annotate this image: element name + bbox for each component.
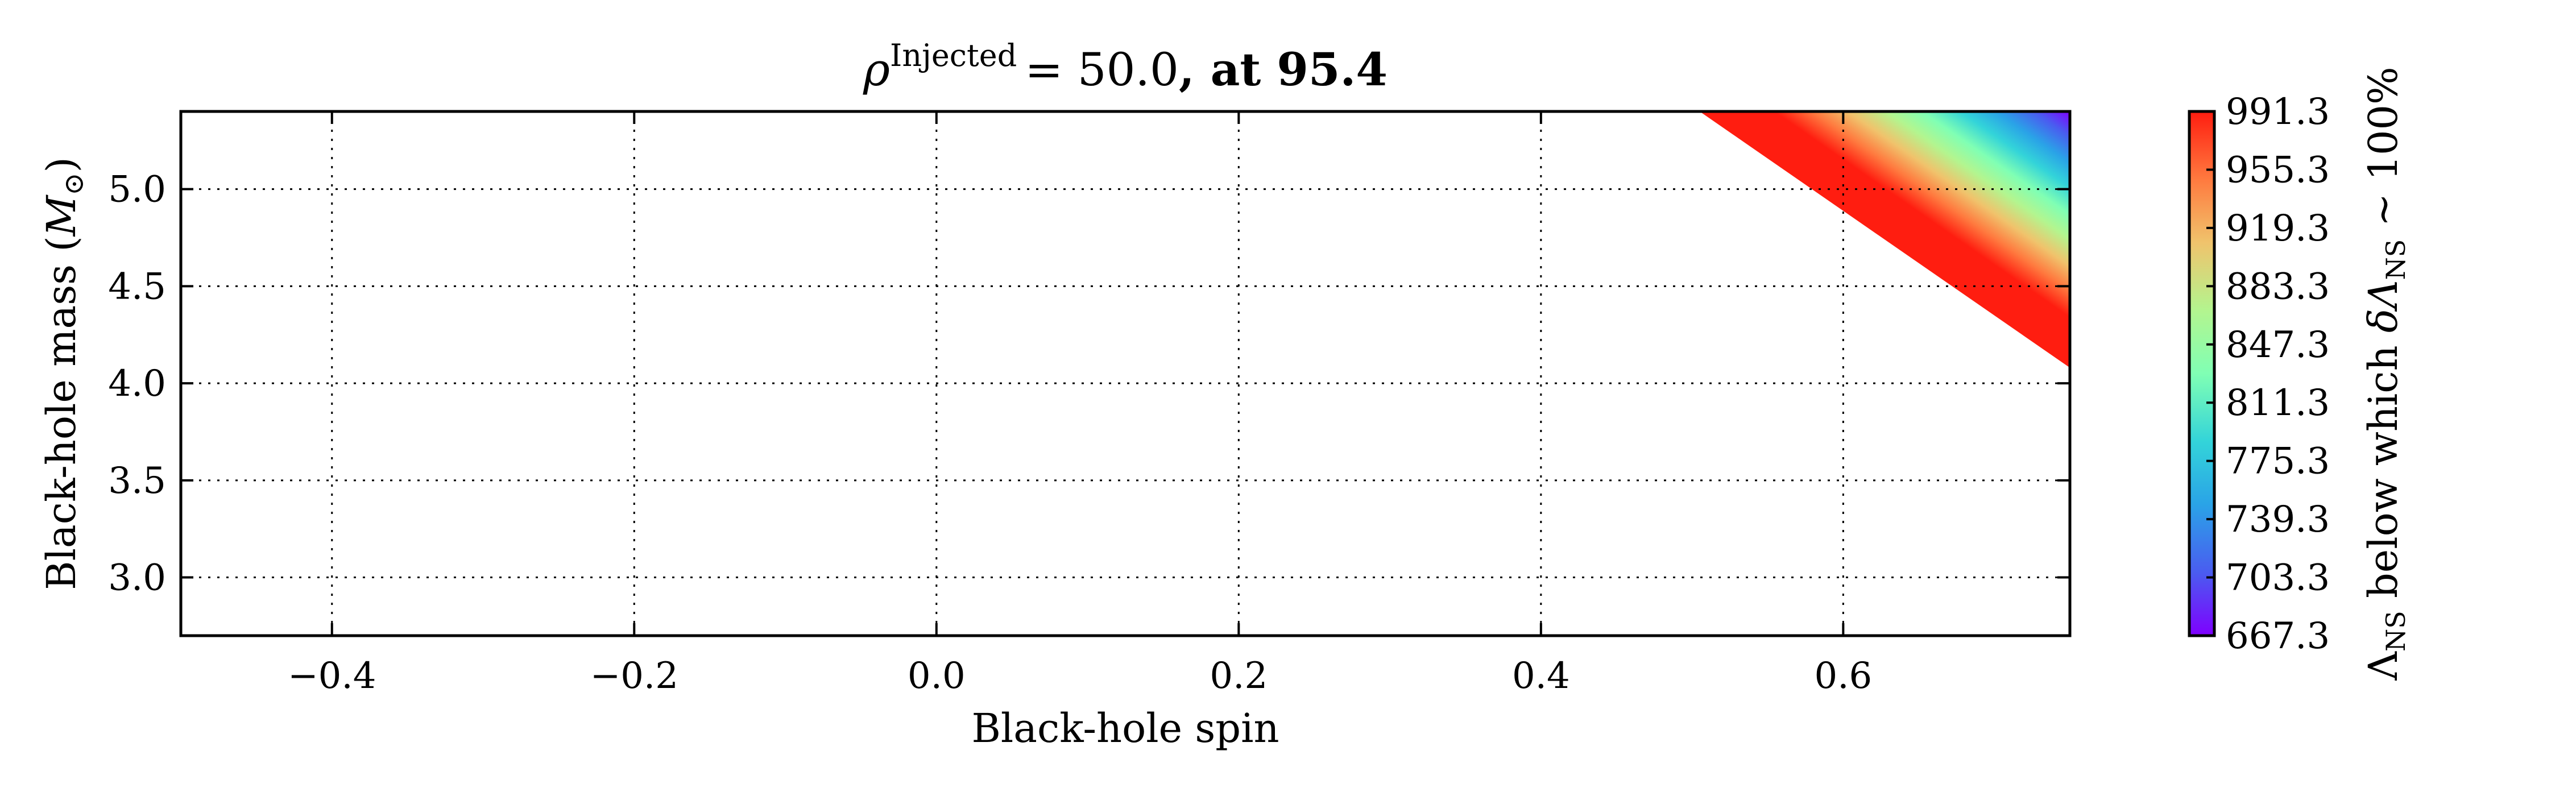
title-suffix: , at 95.4	[1179, 43, 1388, 96]
y-tick-label-0: 3.0	[108, 557, 166, 599]
y-tick-label-2: 4.0	[108, 363, 166, 405]
colorbar-tick-label-6: 775.3	[2226, 441, 2330, 483]
plot-area	[181, 111, 2070, 636]
axes-frame	[179, 110, 2072, 637]
colorbar-tick-label-5: 811.3	[2226, 382, 2330, 424]
y-ticks: 3.0 3.5 4.0 4.5 5.0	[108, 169, 2070, 599]
title-superscript: Injected	[890, 38, 1017, 73]
y-tick-label-1: 3.5	[108, 460, 166, 502]
colorbar-tick-label-2: 919.3	[2226, 208, 2330, 250]
y-axis-label-close: )	[38, 157, 85, 172]
filled-region	[1699, 111, 2070, 368]
colorbar-tick-label-3: 883.3	[2226, 266, 2330, 308]
x-tick-label-0: −0.4	[288, 655, 376, 697]
colorbar-tick-label-8: 703.3	[2226, 557, 2330, 599]
colorbar-label: ΛNS below which δΛNS ∼ 100%	[2360, 67, 2411, 681]
title-rho: ρ	[863, 43, 890, 96]
colorbar-tick-label-9: 667.3	[2226, 615, 2330, 657]
colorbar-tick-label-1: 955.3	[2226, 149, 2330, 191]
x-tick-label-1: −0.2	[590, 655, 678, 697]
x-tick-label-4: 0.4	[1512, 655, 1570, 697]
y-axis-label-symbol: M	[38, 194, 85, 237]
cbar-label-delta: δΛ	[2360, 280, 2407, 333]
chart-title: ρInjected = 50.0, at 95.4	[863, 38, 1388, 96]
colorbar-tick-label-4: 847.3	[2226, 324, 2330, 366]
cbar-label-lambda: Λ	[2360, 651, 2407, 681]
cbar-label-delta-sub: NS	[2380, 239, 2411, 280]
y-axis-label-sub: ⊙	[58, 172, 90, 195]
filled-region-layer	[1699, 111, 2070, 368]
grid-layer	[181, 111, 2070, 636]
y-axis-label-main: Black-hole mass (	[38, 236, 85, 590]
y-axis-label: Black-hole mass (M⊙)	[38, 157, 90, 590]
x-tick-label-2: 0.0	[908, 655, 966, 697]
y-tick-label-4: 5.0	[108, 169, 166, 211]
x-ticks: −0.4 −0.2 0.0 0.2 0.4 0.6	[288, 111, 1872, 697]
x-axis-label: Black-hole spin	[971, 705, 1279, 752]
cbar-label-middle: below which	[2360, 333, 2407, 611]
title-equals: = 50.0	[1025, 43, 1179, 96]
cbar-label-lambda-sub: NS	[2380, 611, 2411, 652]
colorbar-tick-label-7: 739.3	[2226, 499, 2330, 541]
cbar-label-tail: ∼ 100%	[2360, 67, 2407, 239]
x-tick-label-5: 0.6	[1814, 655, 1872, 697]
colorbar-ticks: 991.3 955.3 919.3 883.3 847.3 811.3 775.3 739.3…	[2206, 91, 2330, 657]
y-tick-label-3: 4.5	[108, 266, 166, 308]
colorbar-tick-label-0: 991.3	[2226, 91, 2330, 133]
x-tick-label-3: 0.2	[1210, 655, 1268, 697]
colorbar	[2188, 110, 2216, 637]
